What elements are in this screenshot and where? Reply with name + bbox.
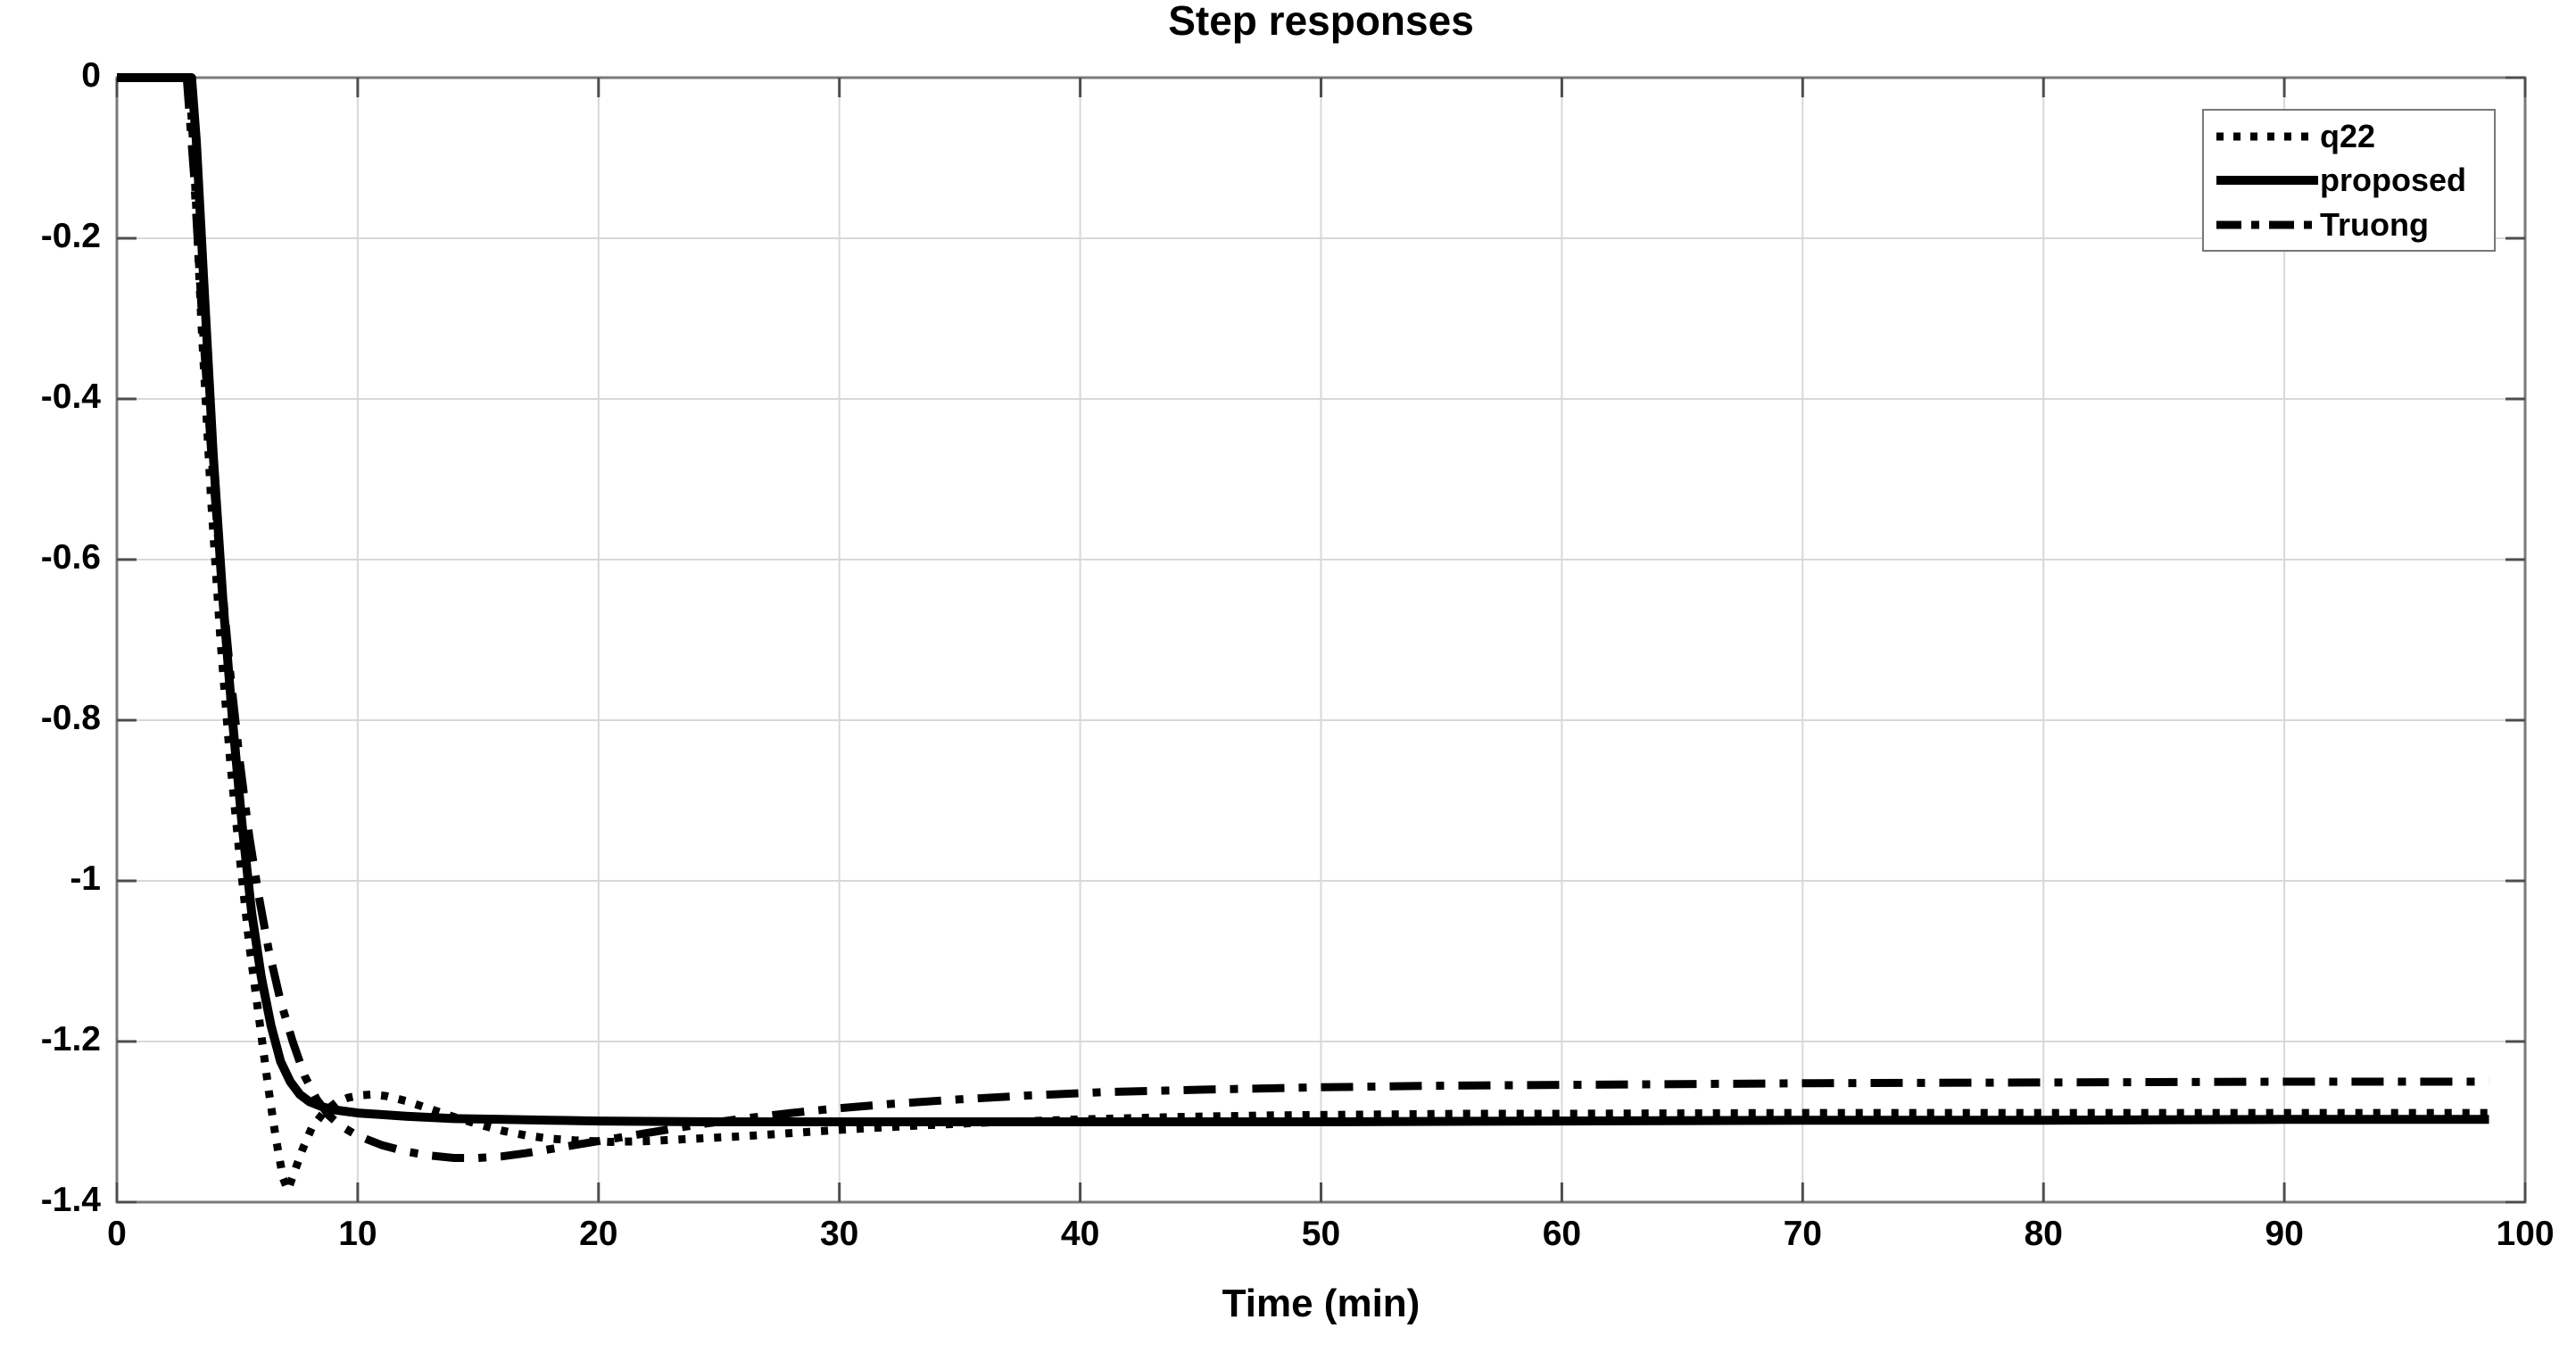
- y-tick-label: -1.2: [40, 1020, 101, 1058]
- y-tick-label: -0.4: [40, 378, 101, 416]
- y-tick-label: -0.2: [40, 217, 101, 255]
- x-tick-label: 100: [2496, 1215, 2555, 1253]
- x-tick-label: 80: [2024, 1215, 2063, 1253]
- x-tick-label: 20: [579, 1215, 618, 1253]
- series-line-q22: [117, 73, 2489, 1194]
- legend-line-sample-dotted: [2216, 132, 2318, 140]
- x-tick-label: 0: [107, 1215, 127, 1253]
- x-tick-label: 70: [1783, 1215, 1822, 1253]
- chart-title: Step responses: [1168, 0, 1474, 44]
- y-tick-label: -1.4: [40, 1181, 101, 1219]
- y-tick-label: 0: [81, 56, 101, 95]
- x-tick-label: 60: [1542, 1215, 1582, 1253]
- x-tick-label: 50: [1301, 1215, 1341, 1253]
- y-tick-label: -0.6: [40, 538, 101, 577]
- legend-label: proposed: [2320, 162, 2467, 198]
- y-tick-label: -1: [70, 859, 101, 898]
- legend-box: q22 proposed Truong: [2202, 109, 2496, 252]
- legend-label: Truong: [2320, 205, 2429, 243]
- legend-item-q22: q22: [2215, 116, 2494, 157]
- legend-line-sample-dashdot: [2216, 220, 2318, 228]
- legend-item-truong: Truong: [2215, 204, 2494, 245]
- y-tick-label: -0.8: [40, 699, 101, 737]
- legend-line-sample-solid: [2216, 176, 2318, 185]
- x-tick-label: 40: [1060, 1215, 1100, 1253]
- legend-item-proposed: proposed: [2215, 160, 2494, 201]
- x-tick-label: 90: [2265, 1215, 2304, 1253]
- series-line-proposed: [117, 73, 2489, 1126]
- series-line-Truong: [117, 73, 2489, 1162]
- x-axis-label: Time (min): [1222, 1282, 1421, 1325]
- x-tick-label: 10: [338, 1215, 377, 1253]
- x-tick-label: 30: [819, 1215, 859, 1253]
- legend-label: q22: [2320, 117, 2376, 154]
